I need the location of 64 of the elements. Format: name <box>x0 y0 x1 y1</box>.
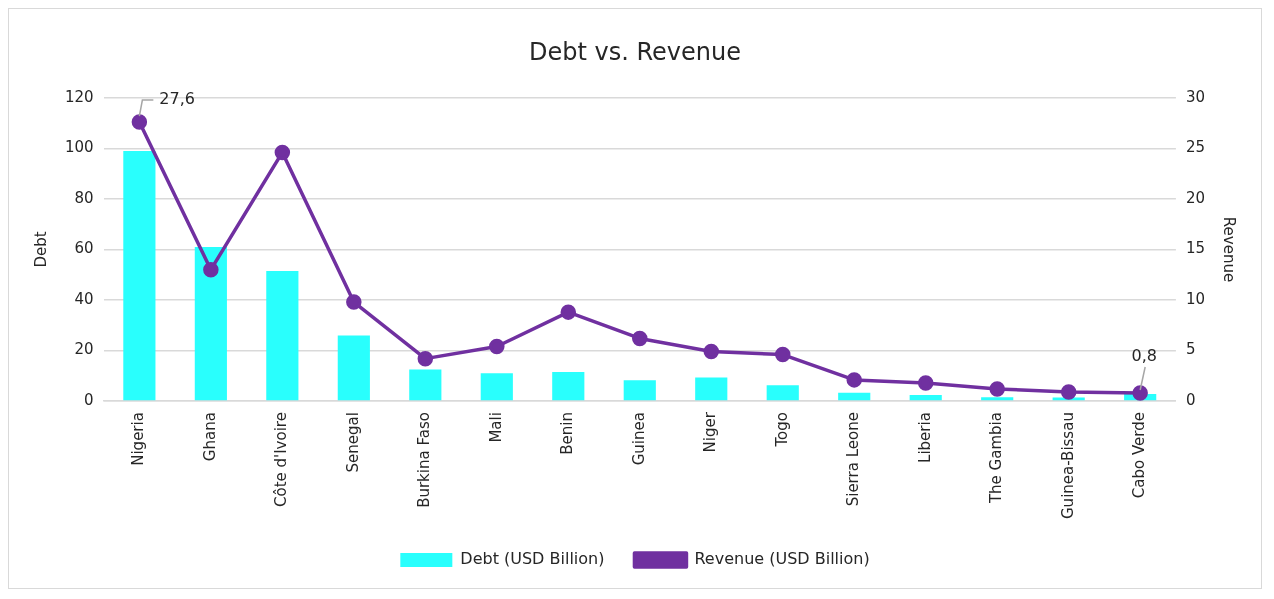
y-tick-label: 120 <box>64 87 94 106</box>
point <box>417 350 434 367</box>
bar <box>623 380 656 401</box>
x-tick-label: Cabo Verde <box>1130 412 1149 499</box>
x-tick-label: Guinea <box>629 412 648 466</box>
point <box>131 114 148 130</box>
y2-tick-label: 5 <box>1185 340 1196 359</box>
bar <box>194 246 227 401</box>
y2-tick-label: 15 <box>1185 239 1206 258</box>
y2-axis-title: Revenue <box>1220 216 1239 283</box>
x-tick-label: Togo <box>772 412 791 448</box>
x-tick-label: Côte d'Ivoire <box>272 412 291 507</box>
bar <box>695 377 728 401</box>
bar <box>909 395 942 401</box>
bar <box>838 392 871 401</box>
x-tick-label: Senegal <box>343 412 362 473</box>
y-tick-label: 0 <box>84 391 94 409</box>
point <box>489 338 505 355</box>
point <box>274 144 291 161</box>
y2-tick-label: 20 <box>1185 188 1206 207</box>
point <box>1132 385 1148 401</box>
legend-label: Revenue (USD Billion) <box>694 549 870 569</box>
y2-tick-label: 25 <box>1185 138 1206 157</box>
x-tick-label: Burkina Faso <box>415 412 434 508</box>
point <box>1060 384 1077 400</box>
bar <box>409 369 442 401</box>
point <box>917 375 934 391</box>
data-label: 0,8 <box>1131 346 1157 366</box>
point <box>560 304 577 320</box>
x-tick-label: Benin <box>558 412 577 455</box>
point <box>203 261 219 278</box>
legend-label: Debt (USD Billion) <box>460 549 605 569</box>
bar <box>123 150 156 401</box>
y2-tick-label: 30 <box>1185 87 1206 106</box>
y-tick-label: 100 <box>64 138 94 157</box>
bar <box>337 335 370 401</box>
y-tick-label: 20 <box>74 340 94 359</box>
x-tick-label: Liberia <box>915 412 934 463</box>
x-tick-label: Nigeria <box>129 412 148 466</box>
bar <box>266 270 299 401</box>
y2-tick-label: 10 <box>1185 289 1206 308</box>
bar <box>981 397 1014 401</box>
x-tick-label: Ghana <box>200 412 219 462</box>
point <box>632 330 648 347</box>
data-label: 27,6 <box>159 89 195 109</box>
x-tick-label: Mali <box>486 412 505 443</box>
point <box>703 343 720 360</box>
point <box>346 294 362 310</box>
x-tick-label: The Gambia <box>987 412 1006 505</box>
point <box>846 372 862 388</box>
y-tick-label: 40 <box>74 289 94 308</box>
x-tick-label: Guinea-Bissau <box>1058 412 1077 519</box>
y-tick-label: 60 <box>74 239 94 258</box>
point <box>774 346 791 363</box>
bar <box>766 385 799 401</box>
bar <box>552 372 585 401</box>
x-tick-label: Sierra Leone <box>844 412 863 507</box>
point <box>989 381 1005 397</box>
y-axis-title: Debt <box>31 231 50 268</box>
y2-tick-label: 0 <box>1185 391 1196 409</box>
chart-title: Debt vs. Revenue <box>528 37 742 66</box>
x-tick-label: Niger <box>701 411 720 453</box>
y-tick-label: 80 <box>74 188 94 207</box>
bar <box>480 373 513 401</box>
